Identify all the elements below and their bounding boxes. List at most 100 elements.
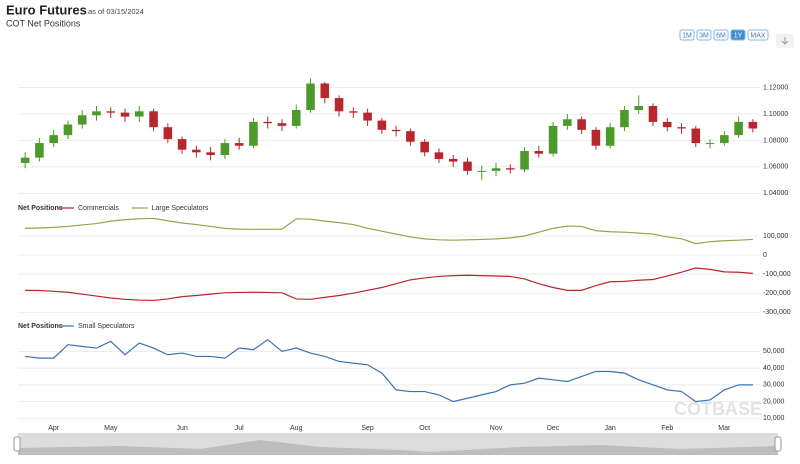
candle-body (149, 111, 158, 128)
candle-body (363, 112, 372, 121)
y-tick-label: 50,000 (763, 348, 785, 355)
candle-body (420, 141, 429, 153)
candle-body (605, 127, 615, 146)
y-tick-label: 1.06000 (763, 164, 788, 171)
x-tick-label: Jun (176, 425, 187, 432)
candle-body (234, 143, 244, 146)
candle-body (349, 111, 358, 113)
candle-body (691, 128, 701, 144)
candle-body (548, 125, 558, 154)
range-button-label[interactable]: 6M (716, 32, 726, 39)
x-tick-label: Apr (48, 425, 60, 432)
y-tick-label: 10,000 (763, 415, 785, 422)
candle-body (49, 135, 58, 144)
range-button[interactable] (747, 29, 769, 41)
candle-body (591, 129, 601, 146)
download-icon[interactable] (776, 34, 794, 48)
legend-label: Small Speculators (78, 323, 135, 330)
y-tick-label: 100,000 (763, 233, 788, 240)
candle-body (306, 83, 315, 110)
candle-body (634, 106, 643, 110)
candle-body (249, 121, 258, 146)
candle-body (220, 143, 230, 155)
candle-body (705, 143, 715, 145)
range-button[interactable] (713, 29, 729, 41)
candle-body (563, 119, 572, 126)
candle-body (534, 151, 544, 154)
x-tick-label: May (104, 425, 118, 432)
x-tick-label: Jul (235, 425, 244, 432)
legend-label: Large Speculators (152, 205, 209, 212)
legend-label: Commercials (78, 205, 119, 212)
candle-body (648, 106, 658, 122)
candle-body (391, 129, 401, 132)
series-line (25, 217, 753, 245)
y-tick-label: 1.08000 (763, 137, 788, 144)
range-button[interactable] (679, 29, 695, 41)
y-tick-label: -200,000 (763, 290, 791, 297)
range-button-label[interactable]: MAX (750, 32, 766, 39)
legend-title: Net Positions (18, 205, 63, 212)
candle-body (120, 112, 130, 117)
x-tick-label: Dec (547, 425, 560, 432)
candle-body (192, 149, 201, 153)
candle-body (77, 115, 87, 125)
series-line (25, 267, 753, 302)
y-tick-label: 1.12000 (763, 84, 788, 91)
range-button-label[interactable]: 3M (699, 32, 709, 39)
range-button[interactable] (730, 29, 746, 41)
x-tick-label: Sep (361, 425, 374, 432)
candle-body (92, 111, 101, 116)
candle-body (35, 143, 44, 158)
y-tick-label: 1.10000 (763, 111, 788, 118)
candle-body (63, 124, 73, 136)
x-tick-label: Feb (661, 425, 673, 432)
candle-body (406, 131, 415, 142)
candle-body (20, 157, 30, 163)
candle-body (720, 135, 729, 144)
x-tick-label: Jan (605, 425, 616, 432)
y-tick-label: -300,000 (763, 309, 791, 316)
x-tick-label: Aug (290, 425, 303, 432)
candle-body (106, 111, 116, 113)
x-tick-label: Nov (490, 425, 503, 432)
y-tick-label: 30,000 (763, 382, 785, 389)
candle-body (463, 161, 472, 171)
candle-body (291, 109, 301, 126)
as-of: as of 03/15/2024 (88, 7, 144, 16)
y-tick-label: -100,000 (763, 271, 791, 278)
y-tick-label: 20,000 (763, 398, 785, 405)
y-tick-label: 0 (763, 252, 767, 259)
candle-body (163, 127, 173, 140)
candle-body (748, 121, 758, 129)
candle-body (620, 109, 629, 128)
range-button-label[interactable]: 1Y (734, 32, 743, 39)
candle-body (135, 111, 144, 117)
download-arrow (781, 37, 789, 45)
candle-body (520, 151, 529, 170)
x-tick-label: Oct (419, 425, 430, 432)
navigator-handle[interactable] (13, 436, 21, 452)
title: Euro Futures (6, 2, 87, 17)
y-tick-label: 40,000 (763, 365, 785, 372)
candle-body (734, 121, 743, 136)
candle-body (662, 121, 672, 128)
candle-body (448, 158, 458, 162)
range-buttons: 1M 3M 6M 1Y MAX (679, 29, 769, 41)
candle-body (491, 168, 501, 171)
range-button[interactable] (696, 29, 712, 41)
range-button-label[interactable]: 1M (682, 32, 692, 39)
candle-body (263, 121, 272, 124)
watermark: COTBASE (674, 399, 762, 419)
candle-body (677, 127, 686, 129)
candle-body (506, 168, 515, 170)
series-line (25, 338, 753, 403)
candle-body (477, 170, 487, 172)
x-tick-label: Mar (718, 425, 731, 432)
candle-body (377, 120, 387, 130)
y-tick-label: 1.04000 (763, 190, 788, 197)
candle-body (277, 123, 287, 126)
navigator-handle[interactable] (774, 436, 782, 452)
candle-body (434, 152, 444, 159)
